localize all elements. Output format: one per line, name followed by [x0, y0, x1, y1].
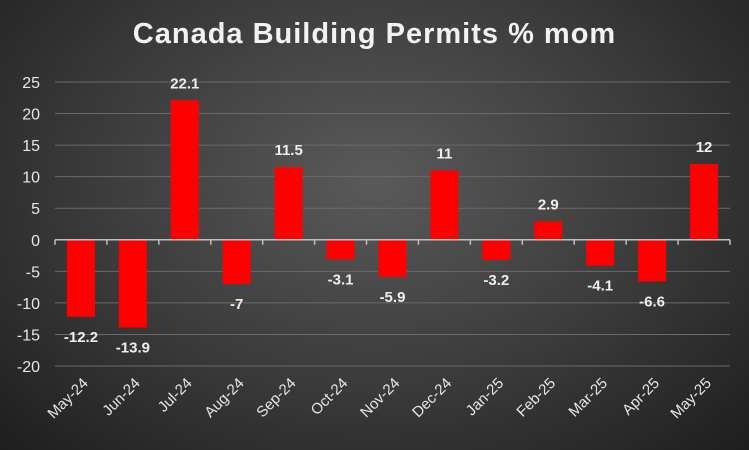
y-tick-label: -20 [17, 359, 40, 376]
data-label: -3.1 [328, 271, 354, 288]
y-tick-label: 0 [31, 233, 40, 250]
data-label: -7 [230, 296, 243, 313]
bar [118, 239, 147, 328]
x-tick-label: Oct-24 [308, 375, 352, 419]
y-tick-label: 10 [22, 170, 40, 187]
x-tick-label: May-24 [44, 375, 91, 422]
chart-title: Canada Building Permits % mom [132, 18, 617, 50]
bar [378, 239, 407, 278]
y-tick-label: 15 [22, 138, 40, 155]
y-tick-label: -5 [26, 264, 40, 281]
y-tick-label: 20 [22, 107, 40, 124]
data-label: 22.1 [170, 75, 199, 92]
data-label: -5.9 [380, 289, 406, 306]
y-tick-label: 5 [31, 201, 40, 218]
bar [222, 239, 251, 284]
x-tick-label: Sep-24 [253, 375, 299, 421]
data-label: -13.9 [116, 340, 150, 357]
x-tick-label: Aug-24 [201, 375, 247, 421]
bar [66, 239, 95, 317]
x-tick-label: May-25 [667, 375, 714, 422]
data-label: 11 [436, 145, 452, 162]
y-tick-label: 25 [22, 75, 40, 92]
bar [690, 164, 719, 240]
x-tick-label: Feb-25 [513, 375, 559, 421]
bar [326, 239, 355, 260]
bar [482, 239, 511, 260]
bar [274, 167, 303, 240]
data-label: 2.9 [538, 196, 559, 213]
x-tick-label: Jun-24 [99, 375, 143, 419]
bar [534, 221, 563, 240]
data-label: 11.5 [274, 142, 302, 159]
bar [430, 170, 459, 240]
x-tick-label: Jul-24 [155, 375, 196, 416]
x-tick-label: Apr-25 [619, 375, 663, 419]
data-label: -4.1 [587, 278, 613, 295]
bar [170, 100, 199, 240]
data-label: -6.6 [639, 293, 665, 310]
y-tick-label: -10 [17, 296, 40, 313]
bar [638, 239, 667, 282]
data-label: 12 [696, 139, 713, 156]
data-label: -3.2 [483, 272, 509, 289]
data-label: -12.2 [64, 329, 98, 346]
x-tick-label: Mar-25 [565, 375, 611, 421]
x-tick-label: Dec-24 [409, 375, 455, 421]
x-tick-label: Nov-24 [357, 375, 403, 421]
x-tick-label: Jan-25 [463, 375, 507, 419]
y-tick-label: -15 [17, 327, 40, 344]
bar [586, 239, 615, 266]
